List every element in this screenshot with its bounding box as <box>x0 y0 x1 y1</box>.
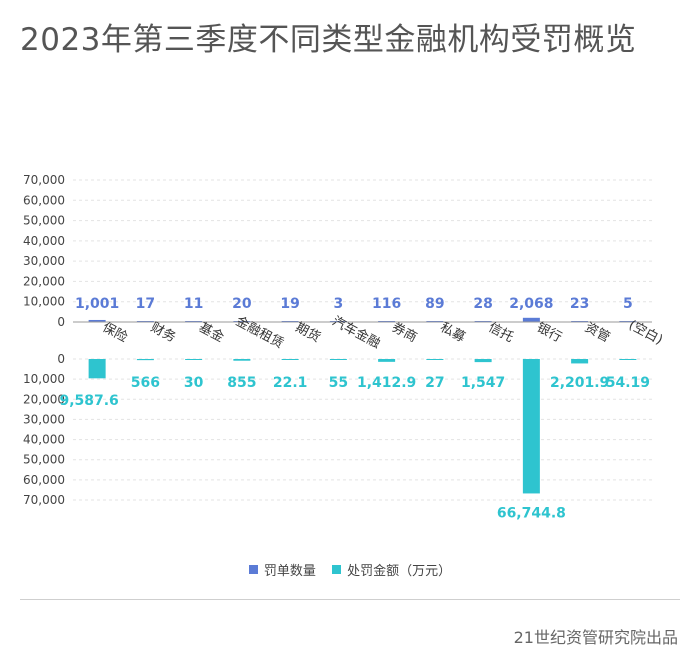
amount-bar <box>619 359 637 360</box>
category-label: 基金 <box>196 319 226 345</box>
tick-label: 40,000 <box>23 234 65 248</box>
tick-label: 10,000 <box>23 372 65 386</box>
tick-label: 50,000 <box>23 453 65 467</box>
amount-bar <box>185 359 203 360</box>
legend-swatch-count <box>248 565 258 574</box>
top-axis-ticks: 0 10,000 20,000 30,000 40,000 50,000 60,000 70,… <box>23 173 65 329</box>
amount-bar <box>378 359 396 362</box>
chart-canvas: 0 10,000 20,000 30,000 40,000 50,000 60,000 70,… <box>23 173 666 521</box>
category-label: 财务 <box>148 319 178 345</box>
tick-label: 50,000 <box>23 214 65 228</box>
count-data-label: 1,001 <box>75 296 119 312</box>
tick-label: 0 <box>57 352 65 366</box>
amount-bar <box>426 359 444 360</box>
amount-data-label: 9,587.6 <box>59 393 118 409</box>
count-data-label: 17 <box>136 296 155 312</box>
count-bars <box>88 317 637 322</box>
count-data-label: 3 <box>334 296 344 312</box>
tick-label: 30,000 <box>23 412 65 426</box>
bottom-grid <box>73 358 652 501</box>
amount-data-label: 566 <box>131 375 160 391</box>
count-data-label: 89 <box>425 296 444 312</box>
category-label: 银行 <box>534 320 564 345</box>
amount-bar <box>522 359 540 494</box>
amount-data-label: 66,744.8 <box>497 505 566 521</box>
count-bar <box>522 317 540 322</box>
amount-data-label: 27 <box>425 375 444 391</box>
count-data-label: 28 <box>473 296 492 312</box>
legend-label-count: 罚单数量 <box>263 564 316 579</box>
amount-bar <box>136 359 154 361</box>
amount-data-label: 55 <box>329 375 348 391</box>
category-label: 保险 <box>100 320 130 345</box>
amount-bar <box>474 359 492 363</box>
count-data-label: 5 <box>623 296 633 312</box>
top-grid <box>73 179 652 303</box>
amount-data-label: 30 <box>184 375 204 391</box>
tick-label: 60,000 <box>23 193 65 207</box>
tick-label: 20,000 <box>23 392 65 406</box>
amount-data-label: 855 <box>227 375 256 391</box>
amount-bar <box>233 359 251 361</box>
category-label: 期货 <box>293 319 323 345</box>
source-credit: 21世纪资管研究院出品 <box>513 628 678 647</box>
legend-swatch-amount <box>332 565 342 574</box>
amount-bar <box>281 359 299 360</box>
amount-data-label: 22.1 <box>273 375 308 391</box>
tick-label: 70,000 <box>23 173 65 187</box>
chart-title: 2023年第三季度不同类型金融机构受罚概览 <box>20 22 637 58</box>
category-labels: 保险 财务 基金 金融租赁 期货 汽车金融 券商 私募 信托 银行 资管 (空白) <box>100 313 666 352</box>
category-label: 券商 <box>389 319 419 345</box>
tick-label: 60,000 <box>23 473 65 487</box>
amount-data-label: 2,201.9 <box>550 375 609 391</box>
category-label: 金融租赁 <box>233 313 286 352</box>
count-data-label: 23 <box>570 296 589 312</box>
tick-label: 20,000 <box>23 274 65 288</box>
count-data-label: 116 <box>372 296 401 312</box>
tick-label: 70,000 <box>23 493 65 507</box>
legend-item-amount[interactable]: 处罚金额（万元） <box>332 560 451 579</box>
count-data-label: 2,068 <box>509 296 553 312</box>
amount-bar <box>88 359 106 379</box>
category-label: 汽车金融 <box>330 313 383 352</box>
amount-data-label: 54.19 <box>606 375 650 391</box>
count-data-label: 19 <box>280 296 299 312</box>
amount-bar <box>571 359 589 364</box>
category-label: 私募 <box>438 320 468 345</box>
category-label: 信托 <box>486 320 516 345</box>
count-data-label: 11 <box>184 296 203 312</box>
amount-data-labels: 9,587.6 566 30 855 22.1 55 1,412.9 27 1,547 66,74… <box>59 375 650 521</box>
amount-data-label: 1,547 <box>461 375 505 391</box>
legend-label-amount: 处罚金额（万元） <box>347 564 452 579</box>
amount-bars <box>88 359 637 494</box>
tick-label: 30,000 <box>23 254 65 268</box>
count-bar <box>88 319 106 322</box>
tick-label: 0 <box>57 315 65 329</box>
category-label: 资管 <box>582 320 612 345</box>
count-data-label: 20 <box>232 296 252 312</box>
legend: 罚单数量 处罚金额（万元） <box>0 560 700 579</box>
amount-bar <box>329 359 347 360</box>
count-data-labels: 1,001 17 11 20 19 3 116 89 28 2,068 23 5 <box>75 296 633 312</box>
bottom-axis-ticks: 0 10,000 20,000 30,000 40,000 50,000 60,000 70,… <box>23 352 65 507</box>
tick-label: 10,000 <box>23 295 65 309</box>
footer-divider <box>20 599 680 600</box>
legend-item-count[interactable]: 罚单数量 <box>248 560 316 579</box>
tick-label: 40,000 <box>23 433 65 447</box>
amount-data-label: 1,412.9 <box>357 375 416 391</box>
